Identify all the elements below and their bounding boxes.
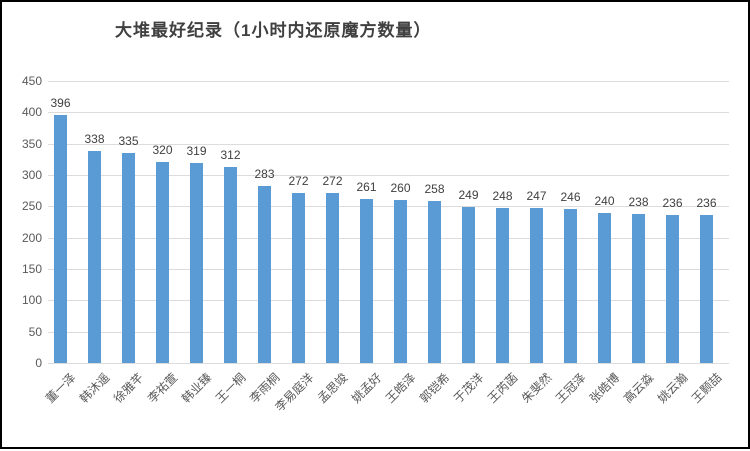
x-axis-label: 李祐萱 xyxy=(145,370,181,406)
y-axis-tick-label: 250 xyxy=(21,199,42,214)
gridline xyxy=(48,237,729,239)
y-axis-tick-label: 450 xyxy=(21,74,42,88)
bar-value-label: 248 xyxy=(492,188,513,203)
y-axis-tick-label: 100 xyxy=(21,293,42,308)
bar xyxy=(88,151,101,363)
y-axis-tick-label: 200 xyxy=(21,230,42,245)
bar-value-label: 312 xyxy=(220,148,241,163)
x-axis-label: 王颢喆 xyxy=(689,370,725,406)
gridline xyxy=(48,175,729,176)
bar xyxy=(258,185,271,363)
x-axis-label: 王冠泽 xyxy=(553,370,589,406)
x-axis-label: 王皓泽 xyxy=(383,370,419,406)
gridline xyxy=(48,300,729,302)
y-axis-tick-label: 350 xyxy=(21,136,42,151)
bar xyxy=(122,153,135,363)
bar-value-label: 247 xyxy=(526,189,547,204)
bar-value-label: 338 xyxy=(84,132,105,147)
x-axis-label: 郭铠希 xyxy=(417,370,453,406)
bar-value-label: 272 xyxy=(322,173,343,188)
bar-value-label: 236 xyxy=(662,196,683,211)
y-axis-tick-label: 0 xyxy=(35,356,42,370)
bar xyxy=(292,192,305,363)
bar xyxy=(394,200,407,363)
bar-value-label: 261 xyxy=(356,180,377,195)
x-axis-label: 王一桐 xyxy=(213,370,249,406)
x-axis-label: 姚孟好 xyxy=(349,370,385,406)
gridline xyxy=(48,331,729,333)
x-axis-label: 于茂洋 xyxy=(451,370,487,406)
x-axis-label: 张皓博 xyxy=(587,370,623,406)
x-axis-label: 朱斐然 xyxy=(519,370,555,406)
bar xyxy=(190,163,203,363)
bar-value-label: 238 xyxy=(628,194,649,209)
bar-value-label: 249 xyxy=(458,187,479,202)
bar-value-label: 396 xyxy=(50,95,71,110)
bar xyxy=(224,167,237,363)
x-axis-label: 韩沐遥 xyxy=(77,370,113,406)
x-axis-label: 徐雅芊 xyxy=(111,370,147,406)
bar xyxy=(156,162,169,363)
bar-value-label: 258 xyxy=(424,182,445,197)
bar-value-label: 236 xyxy=(696,196,717,211)
bar xyxy=(700,215,713,363)
bar-value-label: 320 xyxy=(152,143,173,158)
bar xyxy=(598,212,611,363)
bar-value-label: 260 xyxy=(390,181,411,196)
bar xyxy=(462,206,475,363)
y-axis-tick-label: 50 xyxy=(28,324,42,339)
y-axis-tick-label: 300 xyxy=(21,168,42,182)
x-axis-label: 孟思竣 xyxy=(315,370,351,406)
bar-value-label: 246 xyxy=(560,189,581,204)
gridline xyxy=(48,269,729,270)
bar xyxy=(530,208,543,363)
x-axis-label: 王芮菡 xyxy=(485,370,521,406)
gridline xyxy=(48,363,729,364)
bar xyxy=(632,213,645,363)
y-axis-tick-label: 150 xyxy=(21,262,42,276)
bar xyxy=(666,215,679,363)
bar-value-label: 240 xyxy=(594,193,615,208)
bar xyxy=(428,201,441,363)
bar xyxy=(326,192,339,363)
x-axis-label: 姚云瀚 xyxy=(655,370,691,406)
gridline xyxy=(48,81,729,82)
chart-title: 大堆最好纪录（1小时内还原魔方数量） xyxy=(115,21,432,40)
bar-value-label: 319 xyxy=(186,144,207,159)
x-axis-label: 董一泽 xyxy=(43,370,79,406)
bar xyxy=(564,208,577,363)
x-axis-label: 高云淼 xyxy=(621,370,657,406)
x-axis-label: 韩业臻 xyxy=(179,370,215,406)
bar xyxy=(496,207,509,363)
bar-value-label: 272 xyxy=(288,173,309,188)
bar xyxy=(54,114,67,363)
gridline xyxy=(48,143,729,145)
bar-value-label: 335 xyxy=(118,134,139,149)
gridline xyxy=(48,206,729,208)
bar-value-label: 283 xyxy=(254,166,275,181)
gridline xyxy=(48,112,729,114)
y-axis-tick-label: 400 xyxy=(21,105,42,120)
bar xyxy=(360,199,373,363)
